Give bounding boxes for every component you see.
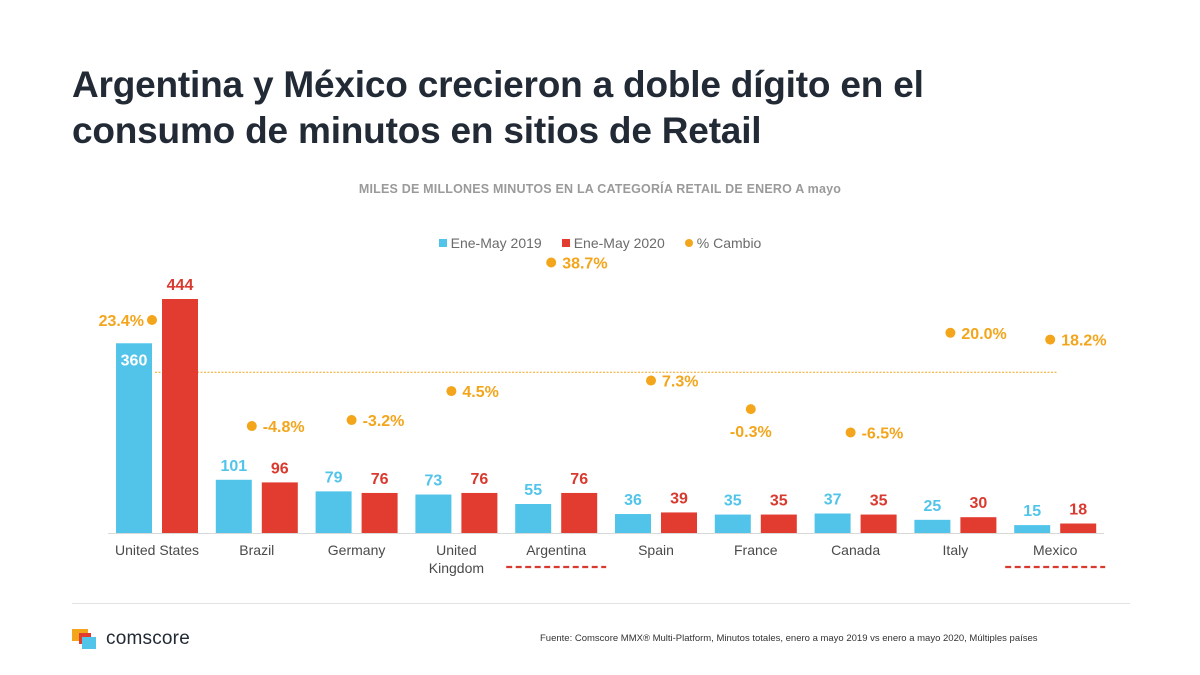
bar-2020 (162, 299, 198, 533)
bar-2019 (615, 514, 651, 533)
pct-change-label: 7.3% (662, 374, 698, 391)
category-label: France (734, 542, 778, 558)
chart-subtitle: MILES DE MILLONES MINUTOS EN LA CATEGORÍ… (358, 182, 842, 196)
bar-2019 (814, 513, 851, 533)
pct-change-label: 38.7% (562, 255, 607, 272)
value-label-2020: 18 (1069, 502, 1087, 519)
pct-change-label: 4.5% (462, 384, 498, 401)
category-label: Brazil (239, 542, 274, 558)
value-label-2019: 37 (824, 492, 842, 509)
bar-2019 (415, 494, 452, 533)
value-label-2020: 444 (167, 277, 194, 294)
bar-2019 (116, 343, 152, 533)
value-label-2019: 36 (624, 492, 642, 509)
bar-2020 (960, 517, 997, 533)
legend-item-2019: Ene-May 2019 (438, 235, 542, 251)
category-label: Italy (943, 542, 969, 558)
value-label-2019: 55 (524, 482, 542, 499)
legend-label-pct: % Cambio (696, 235, 762, 251)
bar-2019 (215, 479, 252, 533)
value-label-2020: 76 (371, 471, 389, 488)
comscore-logo-icon (72, 629, 96, 649)
value-label-2019: 25 (924, 498, 942, 515)
bar-2020 (661, 512, 697, 533)
bar-2020 (461, 492, 498, 533)
bar-2020 (760, 514, 797, 533)
category-label: United States (115, 542, 199, 558)
pct-change-label: 18.2% (1061, 333, 1106, 350)
bar-2019 (1014, 525, 1051, 533)
legend-label-2020: Ene-May 2020 (573, 235, 665, 251)
bar-2020 (1060, 523, 1097, 533)
category-label: Mexico (1033, 542, 1078, 558)
pct-change-label: -3.2% (363, 413, 405, 430)
value-label-2020: 96 (271, 460, 289, 477)
value-label-2020: 30 (970, 495, 988, 512)
source-note: Fuente: Comscore MMX® Multi-Platform, Mi… (540, 633, 1038, 644)
value-label-2020: 76 (570, 471, 588, 488)
page-title: Argentina y México crecieron a doble díg… (72, 62, 1132, 154)
category-label: United (436, 542, 476, 558)
pct-change-point (845, 427, 856, 438)
bar-2019 (914, 519, 951, 533)
pct-change-point (546, 257, 557, 268)
bar-chart: 360 444 United States 23.4% 101 96 Brazil -4.8%… (99, 255, 1107, 576)
pct-change-point (147, 315, 157, 326)
pct-change-label: -4.8% (263, 419, 305, 436)
value-label-2019: 79 (325, 469, 343, 486)
pct-change-point (646, 375, 656, 386)
value-label-2020: 35 (770, 493, 788, 510)
legend-item-2020: Ene-May 2020 (561, 235, 665, 251)
bar-2020 (361, 492, 398, 533)
category-label: Argentina (526, 542, 586, 558)
logo-text: comscore (106, 628, 190, 649)
footer-divider (72, 603, 1130, 604)
value-label-2019: 73 (425, 473, 443, 490)
value-label-2020: 39 (670, 490, 688, 507)
category-label: Germany (328, 542, 386, 558)
title-line-2: consumo de minutos en sitios de Retail (72, 110, 762, 151)
bar-2020 (561, 492, 598, 533)
pct-change-point (1045, 334, 1056, 345)
value-label-2019: 15 (1023, 503, 1041, 520)
category-label: Spain (638, 542, 674, 558)
category-label: Kingdom (429, 560, 484, 576)
bar-2020 (261, 482, 298, 533)
pct-change-point (945, 327, 956, 338)
pct-change-point (246, 421, 257, 432)
legend-swatch-2020 (561, 239, 570, 247)
value-label-2019: 101 (220, 458, 247, 475)
legend-item-pct: % Cambio (684, 235, 762, 251)
legend-swatch-pct (684, 239, 693, 247)
bar-2019 (315, 491, 352, 533)
bar-2020 (860, 514, 897, 533)
pct-change-point (745, 404, 756, 415)
pct-change-label: 23.4% (99, 313, 144, 330)
bar-2019 (714, 514, 751, 533)
comscore-logo: comscore (72, 628, 190, 650)
pct-change-label: 20.0% (961, 326, 1006, 343)
value-label-2020: 35 (870, 493, 888, 510)
category-label: Canada (831, 542, 880, 558)
legend-swatch-2019 (438, 239, 447, 247)
value-label-2019: 360 (121, 352, 148, 369)
pct-change-label: -0.3% (730, 424, 772, 441)
bar-2019 (515, 504, 552, 533)
title-line-1: Argentina y México crecieron a doble díg… (72, 64, 924, 105)
legend-label-2019: Ene-May 2019 (450, 235, 542, 251)
pct-change-point (346, 415, 357, 426)
pct-change-point (446, 386, 457, 397)
value-label-2019: 35 (724, 493, 742, 510)
pct-change-label: -6.5% (862, 425, 904, 442)
chart-legend: Ene-May 2019 Ene-May 2020 % Cambio (0, 235, 1200, 251)
value-label-2020: 76 (471, 471, 489, 488)
